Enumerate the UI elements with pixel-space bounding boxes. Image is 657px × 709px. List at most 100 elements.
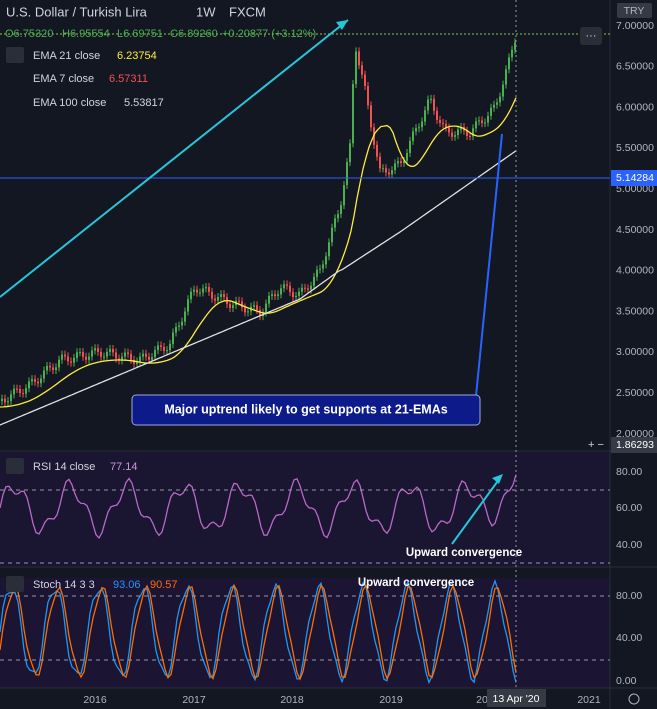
candle-body (259, 310, 261, 317)
candle-body (304, 287, 306, 289)
candle-body (157, 345, 159, 351)
price-label: 2.00000 (616, 428, 654, 440)
candle-body (142, 353, 144, 357)
candle-body (40, 378, 42, 384)
candle-body (220, 294, 222, 297)
time-label: 2018 (280, 694, 304, 706)
price-label: 3.50000 (616, 305, 654, 317)
candle-body (427, 99, 429, 111)
symbol: U.S. Dollar / Turkish Lira (6, 4, 148, 19)
arrow-head (336, 20, 348, 30)
candle-body (4, 398, 6, 403)
candle-body (382, 168, 384, 170)
price-label: 5.50000 (616, 142, 654, 154)
more-icon: ··· (586, 30, 597, 42)
candle-body (508, 57, 510, 70)
price-label: 7.00000 (616, 20, 654, 32)
rsi-axis-label: 40.00 (616, 539, 642, 551)
stoch-d (0, 583, 517, 681)
candle-body (19, 389, 21, 393)
candle-body (121, 356, 123, 361)
crosshair-date-label: 13 Apr '20 (493, 693, 540, 705)
rsi-pane (0, 452, 610, 566)
candle-body (67, 356, 69, 362)
change: +0.20877 (+3.12%) (222, 28, 316, 40)
time-label: 2017 (182, 694, 206, 706)
candle-body (169, 343, 171, 351)
candle-body (94, 348, 96, 351)
candle-body (82, 352, 84, 357)
candle-body (127, 352, 129, 354)
candle-body (64, 354, 66, 357)
candle-body (343, 185, 345, 206)
candle-body (25, 388, 27, 394)
candle-body (106, 351, 108, 357)
stoch-d: 90.57 (150, 579, 178, 591)
indicator-name: EMA 7 close (33, 73, 94, 85)
candle-body (1, 398, 3, 401)
indicator-name: EMA 21 close (33, 50, 100, 62)
candle-body (289, 285, 291, 293)
more-button[interactable] (580, 27, 602, 45)
candle-body (502, 84, 504, 97)
candle-body (328, 242, 330, 257)
time-label: 2019 (379, 694, 403, 706)
candle-body (412, 131, 414, 141)
candle-body (55, 367, 57, 371)
candle-body (211, 291, 213, 299)
candle-body (160, 345, 162, 347)
candle-body (346, 162, 348, 186)
candle-body (496, 102, 498, 105)
candle-body (361, 65, 363, 75)
candle-body (307, 288, 309, 290)
stoch-axis-label: 80.00 (616, 590, 642, 602)
candle-body (280, 288, 282, 295)
candle-body (223, 294, 225, 298)
candle-body (109, 349, 111, 352)
candle-body (292, 292, 294, 298)
candle-body (490, 107, 492, 116)
stoch-pane (0, 578, 610, 688)
candle-body (364, 74, 366, 87)
collapse-button[interactable] (6, 576, 24, 592)
ema-21 (0, 97, 517, 408)
stoch-k: 93.06 (113, 579, 141, 591)
indicator-value: 6.57311 (109, 73, 148, 85)
candle-body (388, 172, 390, 175)
candle-body (151, 357, 153, 360)
price-marker (611, 170, 657, 186)
candle-body (190, 291, 192, 300)
candle-body (421, 121, 423, 128)
candle-body (337, 214, 339, 219)
candle-body (208, 287, 210, 292)
collapse-button[interactable] (6, 458, 24, 474)
crosshair-price (611, 437, 657, 453)
candle-body (7, 401, 9, 403)
candle-body (238, 300, 240, 302)
candle-body (418, 127, 420, 129)
candle-body (400, 161, 402, 163)
candle-body (178, 325, 180, 327)
candle-body (379, 156, 381, 169)
indicator-value: 6.23754 (117, 50, 157, 62)
plots (0, 38, 517, 685)
candle-body (466, 130, 468, 136)
source: FXCM (229, 4, 266, 19)
indicator-name: EMA 100 close (33, 97, 106, 109)
candle-body (112, 349, 114, 353)
candle-body (100, 351, 102, 357)
candle-body (16, 388, 18, 390)
candle-body (229, 304, 231, 308)
collapse-button[interactable] (6, 47, 24, 63)
trend-line (475, 133, 503, 397)
candle-body (148, 356, 150, 360)
candle-body (268, 295, 270, 304)
indicator-value: 5.53817 (124, 97, 164, 109)
candle-body (199, 292, 201, 294)
candle-body (181, 321, 183, 326)
candle-body (409, 140, 411, 154)
candle-body (358, 51, 360, 66)
candle-body (130, 353, 132, 360)
settings-icon[interactable] (628, 693, 640, 705)
